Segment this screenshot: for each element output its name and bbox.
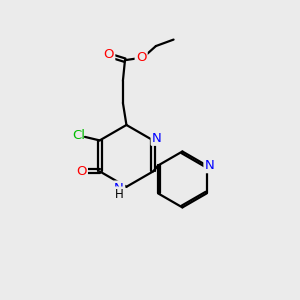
Text: N: N [114,182,124,195]
Text: N: N [152,132,162,145]
Text: Cl: Cl [72,129,85,142]
Text: H: H [115,188,124,201]
Text: O: O [76,165,87,178]
Text: N: N [205,159,214,172]
Text: O: O [103,48,114,62]
Text: O: O [136,51,146,64]
